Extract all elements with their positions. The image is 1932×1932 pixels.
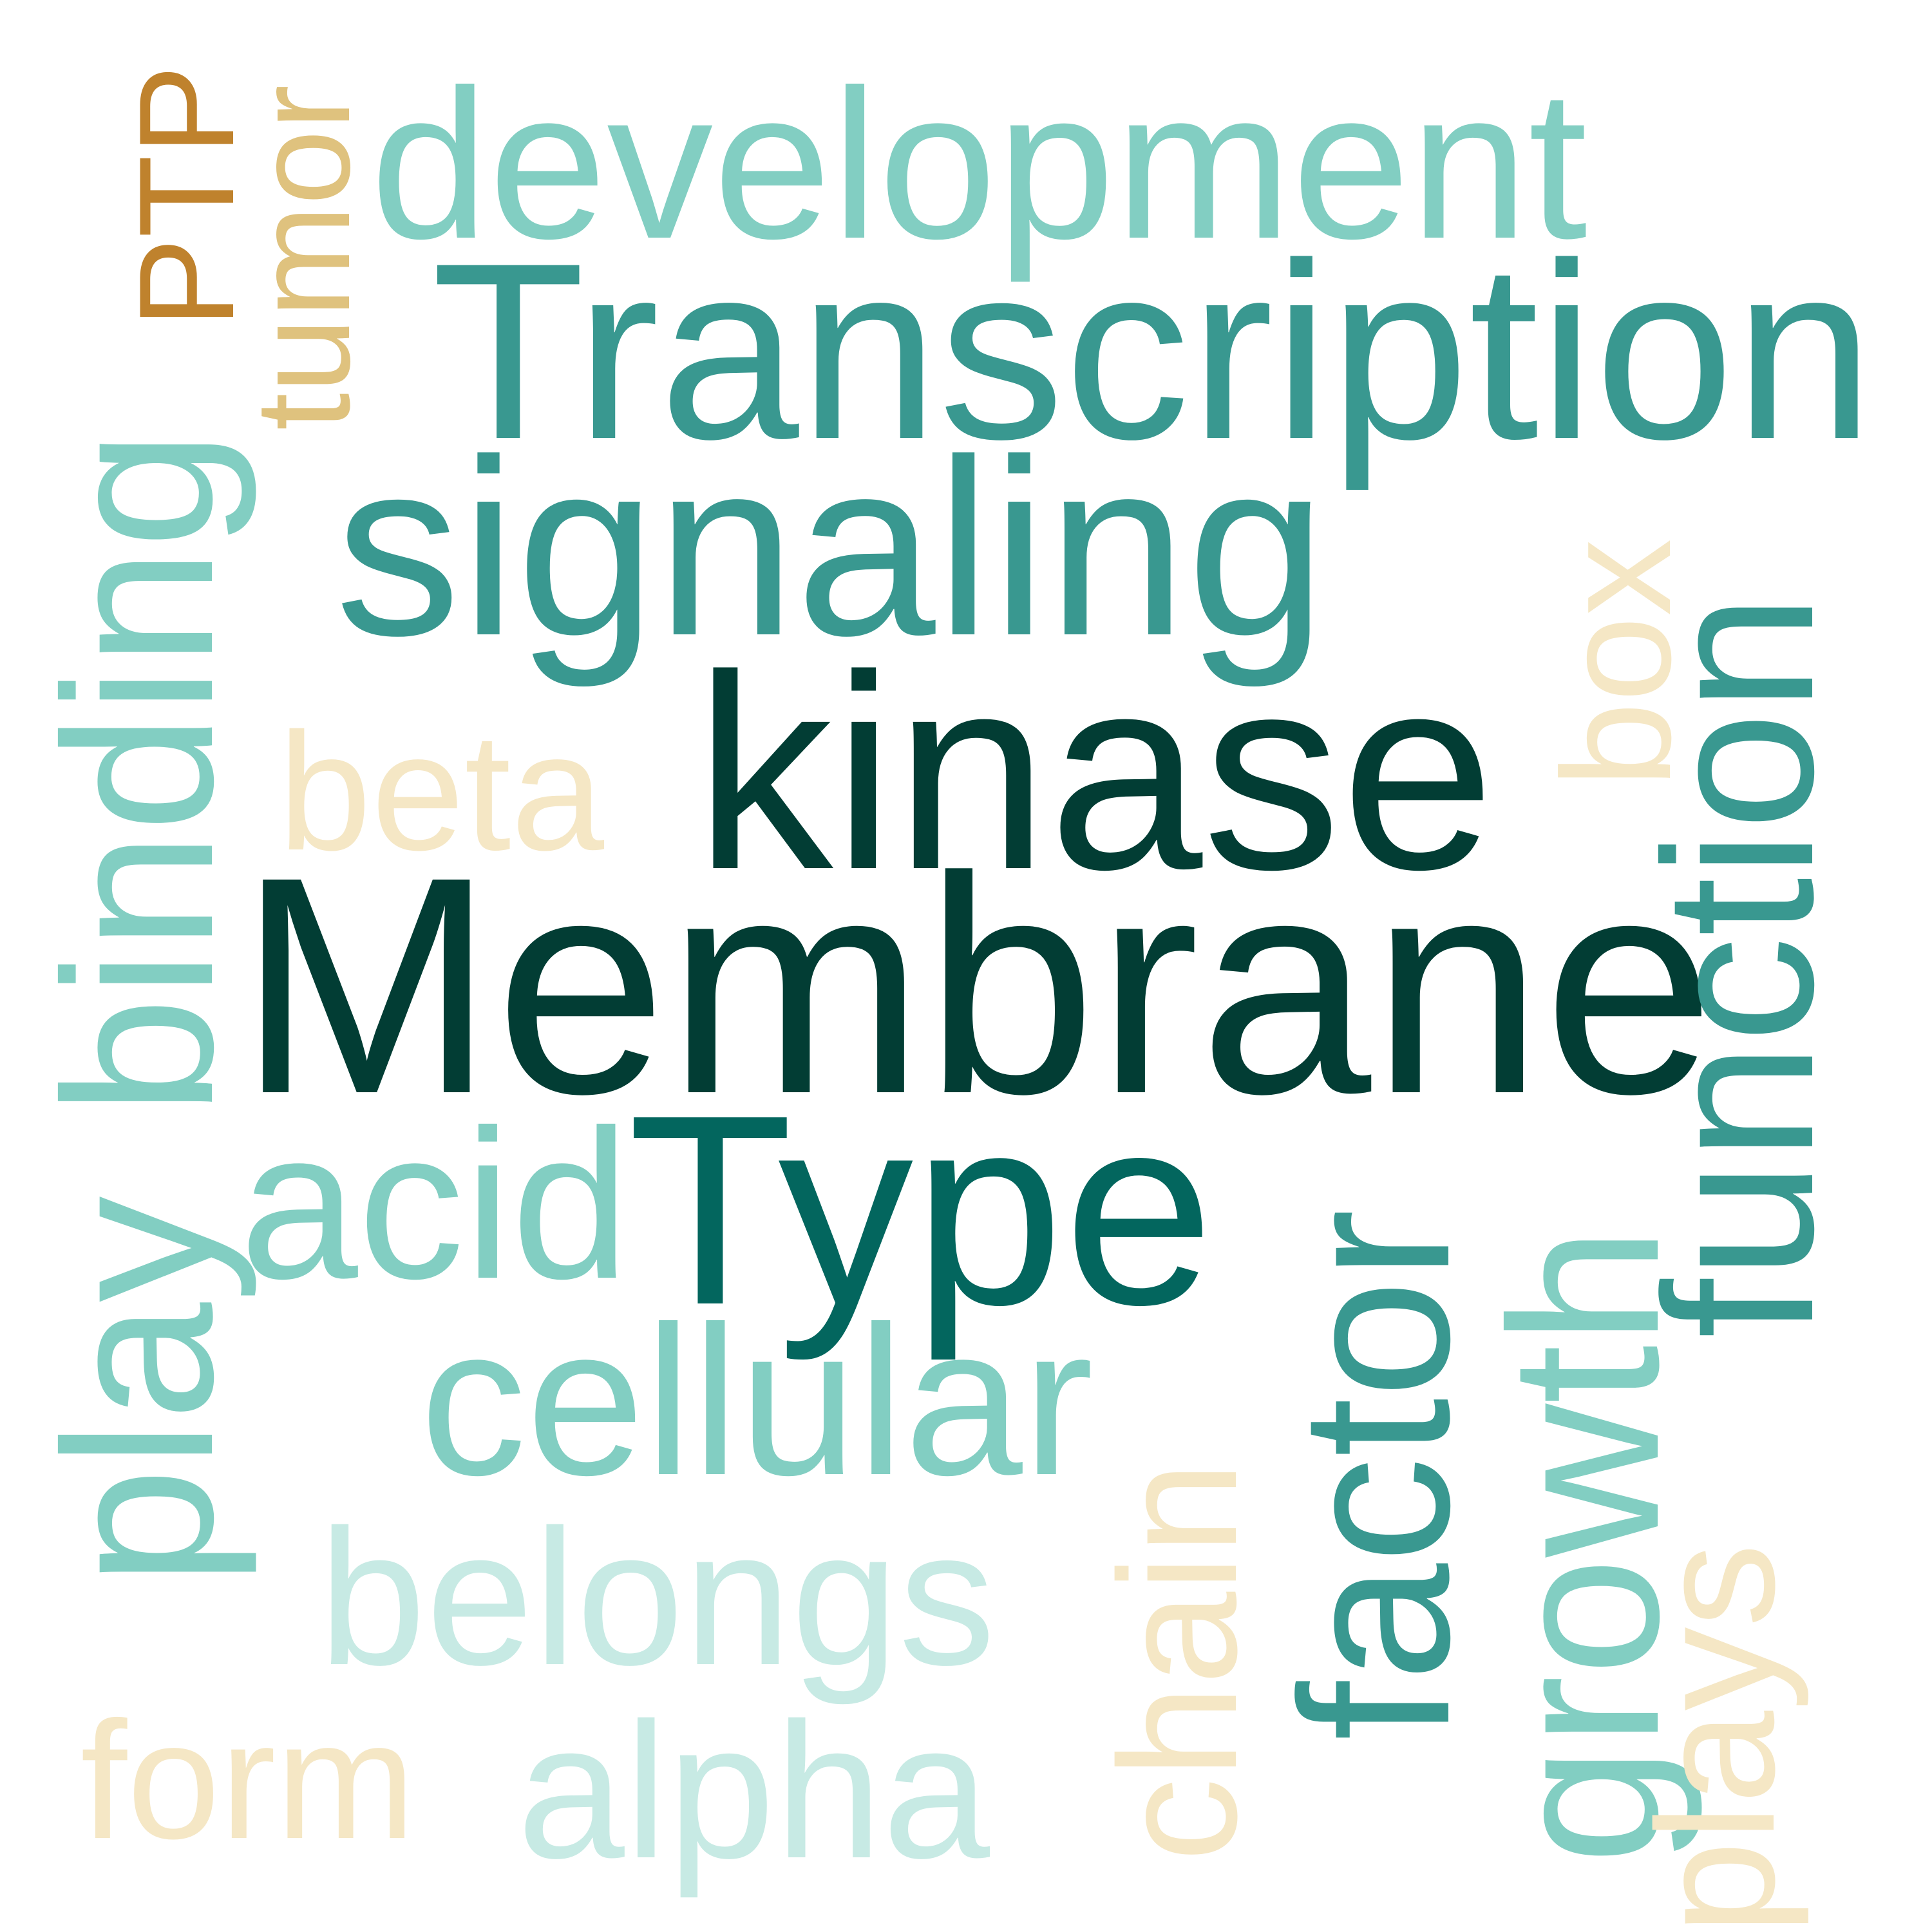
word-membrane: Membrane	[237, 812, 1716, 1158]
word-binding: binding	[19, 430, 257, 1116]
word-belongs: belongs	[318, 1489, 996, 1705]
word-beta: beta	[278, 699, 605, 886]
word-ptp: PTP	[111, 64, 262, 328]
word-play: play	[19, 1196, 257, 1586]
word-form: form	[80, 1687, 415, 1874]
word-development: development	[370, 45, 1587, 283]
word-transcription: Transcription	[431, 211, 1874, 491]
word-acid: acid	[240, 1085, 630, 1323]
word-cellular: cellular	[420, 1282, 1094, 1519]
word-signaling: signaling	[335, 407, 1327, 688]
word-kinase: kinase	[694, 618, 1495, 927]
word-chain: chain	[1085, 1461, 1272, 1862]
word-type: Type	[627, 1059, 1215, 1361]
word-plays: plays	[1623, 1543, 1810, 1932]
word-box: box	[1530, 538, 1703, 788]
word-factor: factor	[1256, 1209, 1493, 1741]
word-alpha: alpha	[516, 1682, 990, 1899]
